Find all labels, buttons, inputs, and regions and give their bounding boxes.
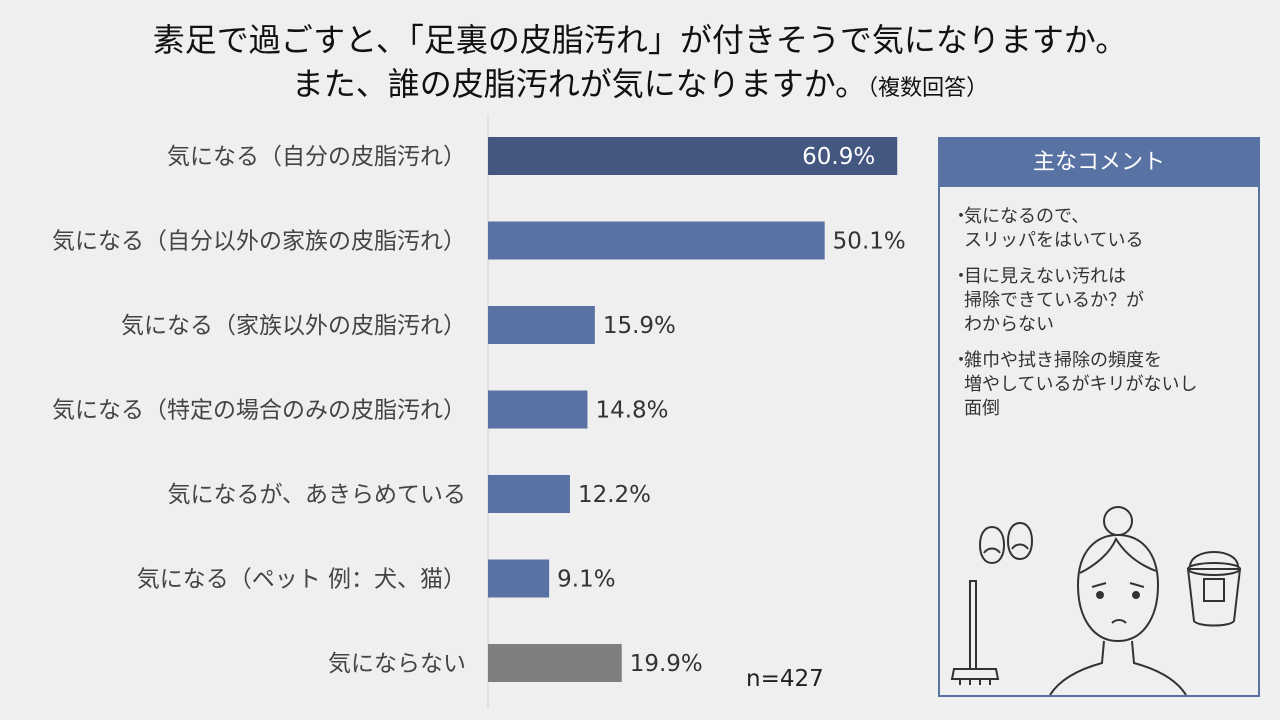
category-label: 気になるが、あきらめている [167, 482, 466, 508]
value-label: 12.2% [578, 482, 651, 508]
chart-title: 素足で過ごすと、「足裏の皮脂汚れ」が付きそうで気になりますか。 また、誰の皮脂汚… [0, 18, 1280, 111]
comment-item: ・目に見えない汚れは 掃除できているか？が わからない [952, 265, 1246, 337]
comment-item: ・気になるので、 スリッパをはいている [952, 205, 1246, 253]
comment-bullet: ・ [952, 266, 970, 287]
title-line-1: 素足で過ごすと、「足裏の皮脂汚れ」が付きそうで気になりますか。 [152, 21, 1128, 59]
category-label: 気になる（自分以外の家族の皮脂汚れ） [52, 229, 466, 255]
bar [488, 559, 550, 598]
title-line-2-suffix: （複数回答） [867, 76, 989, 101]
comment-header: 主なコメント [940, 139, 1258, 187]
comment-list: ・気になるので、 スリッパをはいている・目に見えない汚れは 掃除できているか？が… [940, 187, 1258, 421]
comment-bullet: ・ [952, 350, 970, 371]
comment-text: 目に見えない汚れは 掃除できているか？が わからない [964, 266, 1144, 335]
value-label: 9.1% [557, 567, 615, 593]
value-label: 14.8% [595, 398, 668, 424]
comment-bullet: ・ [952, 206, 970, 227]
illustration [950, 506, 1242, 695]
bars-layer: 気になる（自分の皮脂汚れ） 60.9% 気になる（自分以外の家族の皮脂汚れ） 50.1… [52, 114, 906, 708]
category-label: 気になる（ペット 例：犬、猫） [137, 567, 466, 593]
slippers-icon [978, 521, 1034, 565]
person-icon [1049, 506, 1187, 695]
category-label: 気になる（特定の場合のみの皮脂汚れ） [52, 398, 466, 424]
value-label: 19.9% [630, 651, 703, 677]
bar [488, 221, 825, 260]
comment-panel: 主なコメント ・気になるので、 スリッパをはいている・目に見えない汚れは 掃除で… [938, 137, 1260, 697]
value-label: 15.9% [603, 313, 676, 339]
title-line-2-main: また、誰の皮脂汚れが気になりますか。 [291, 65, 868, 103]
category-label: 気になる（家族以外の皮脂汚れ） [121, 313, 466, 339]
value-label: 50.1% [833, 229, 906, 255]
comment-text: 気になるので、 スリッパをはいている [964, 206, 1144, 251]
comment-text: 雑巾や拭き掃除の頻度を 増やしているがキリがないし 面倒 [964, 350, 1198, 419]
mop-icon [950, 580, 1000, 685]
category-label: 気になる（自分の皮脂汚れ） [167, 144, 466, 170]
bar [488, 137, 898, 175]
bar [488, 475, 570, 513]
sample-size-note: n=427 [746, 666, 824, 692]
bar [488, 390, 588, 429]
title-line-2: また、誰の皮脂汚れが気になりますか。（複数回答） [0, 62, 1280, 111]
bar [488, 644, 622, 682]
category-label: 気にならない [328, 651, 466, 677]
value-label: 60.9% [802, 144, 875, 170]
comment-item: ・雑巾や拭き掃除の頻度を 増やしているがキリがないし 面倒 [952, 349, 1246, 421]
bucket-icon [1186, 551, 1242, 627]
bar [488, 306, 595, 344]
